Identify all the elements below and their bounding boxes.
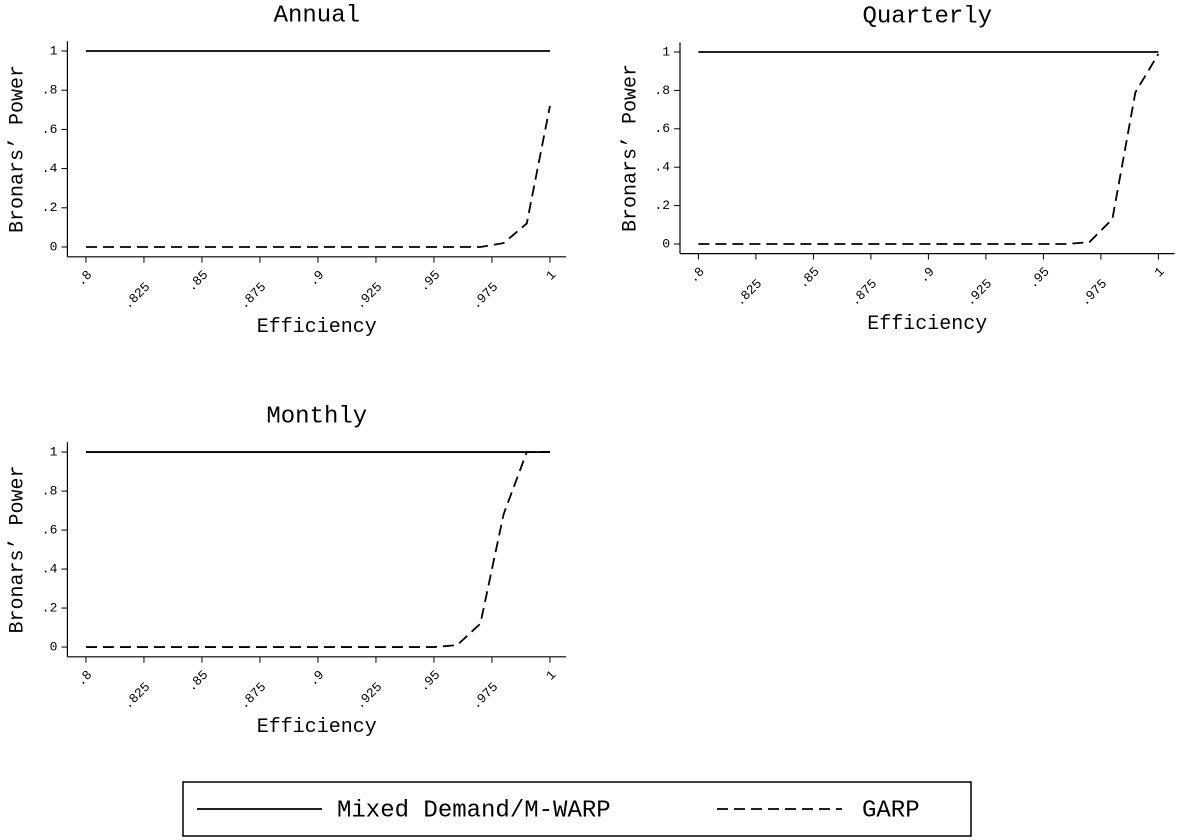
series-line (698, 53, 1160, 245)
y-axis-label: Bronars’ Power (7, 65, 30, 233)
x-tick-label: .925 (353, 679, 386, 712)
x-tick-label: .825 (732, 276, 765, 309)
y-tick-label: 1 (50, 444, 58, 459)
series-line (85, 451, 550, 648)
y-tick-label: .8 (654, 83, 670, 98)
x-axis-label: Efficiency (257, 716, 377, 739)
y-tick-label: .2 (42, 200, 58, 215)
series-line (85, 105, 551, 248)
y-tick-label: 0 (50, 239, 58, 254)
y-tick-label: 1 (662, 44, 670, 59)
x-tick-label: 1 (1152, 264, 1168, 280)
x-tick-label: .85 (796, 264, 823, 291)
x-tick-label: .85 (184, 267, 211, 294)
y-tick-label: 0 (50, 639, 58, 654)
x-tick-label: .95 (416, 267, 443, 294)
x-tick-label: .85 (184, 667, 211, 694)
x-tick-label: 1 (543, 667, 559, 683)
x-tick-label: .8 (686, 264, 708, 286)
x-tick-label: .925 (962, 276, 995, 309)
y-tick-label: .6 (42, 522, 58, 537)
y-tick-label: .8 (42, 483, 58, 498)
x-tick-label: .975 (469, 279, 502, 312)
y-tick-label: 0 (662, 236, 670, 251)
x-tick-label: .825 (121, 679, 154, 712)
x-tick-label: .9 (306, 667, 328, 689)
y-axis-label: Bronars’ Power (619, 64, 642, 232)
y-tick-label: .8 (42, 83, 58, 98)
y-tick-label: .2 (654, 198, 670, 213)
x-axis-label: Efficiency (867, 313, 987, 336)
y-tick-label: .4 (654, 160, 670, 175)
y-tick-label: .6 (42, 122, 58, 137)
chart-title: Annual (274, 3, 360, 30)
x-tick-label: .875 (237, 679, 270, 712)
y-tick-label: .6 (654, 121, 670, 136)
x-tick-label: .9 (306, 267, 328, 289)
y-tick-label: .4 (42, 161, 58, 176)
legend-label: Mixed Demand/M-WARP (337, 797, 611, 824)
x-tick-label: .8 (74, 267, 96, 289)
x-tick-label: .975 (469, 679, 502, 712)
x-tick-label: .95 (416, 667, 443, 694)
x-axis-label: Efficiency (257, 316, 377, 339)
x-tick-label: .95 (1026, 264, 1053, 291)
x-tick-label: .825 (121, 279, 154, 312)
y-tick-label: 1 (50, 43, 58, 58)
x-tick-label: .975 (1077, 276, 1110, 309)
x-tick-label: .9 (916, 264, 938, 286)
y-tick-label: .2 (42, 600, 58, 615)
y-tick-label: .4 (42, 561, 58, 576)
chart-title: Quarterly (862, 4, 992, 31)
legend-label: GARP (862, 797, 920, 824)
x-tick-label: 1 (543, 267, 559, 283)
x-tick-label: .875 (237, 279, 270, 312)
chart-title: Monthly (266, 404, 367, 431)
x-tick-label: .875 (847, 276, 880, 309)
x-tick-label: .8 (74, 667, 96, 689)
y-axis-label: Bronars’ Power (7, 466, 30, 634)
x-tick-label: .925 (353, 279, 386, 312)
